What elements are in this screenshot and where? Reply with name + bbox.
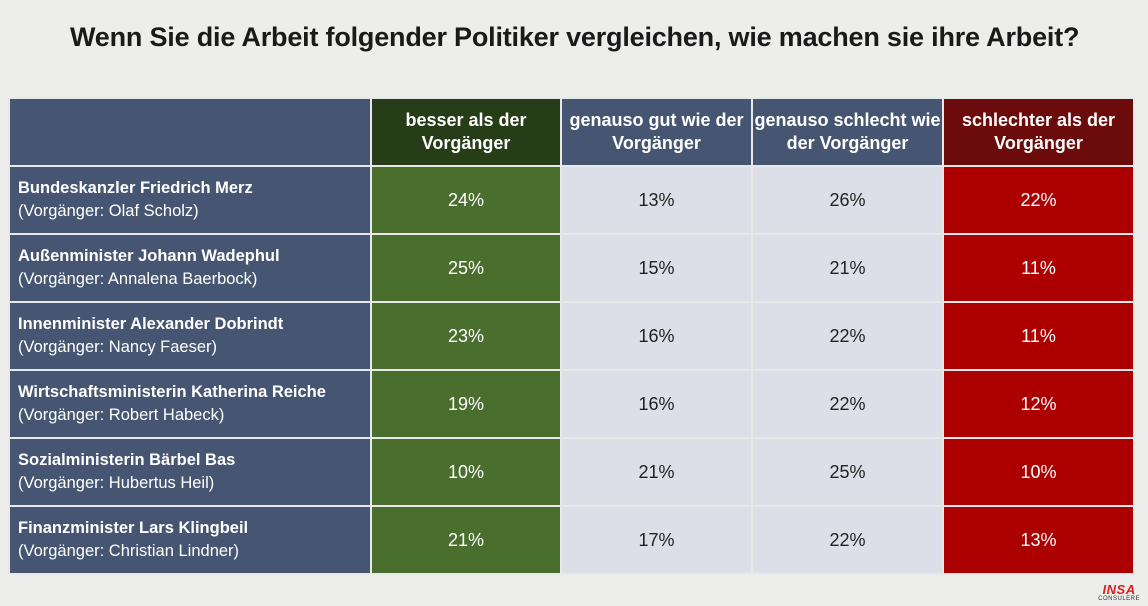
- header-corner: [8, 97, 372, 167]
- politician-name: Außenminister Johann Wadephul: [18, 247, 280, 265]
- politician-name: Sozialministerin Bärbel Bas: [18, 451, 236, 469]
- value-cell-same-good: 21%: [560, 437, 753, 507]
- value-cell-same-good: 13%: [560, 165, 753, 235]
- value-cell-worse: 10%: [942, 437, 1135, 507]
- politician-cell: Bundeskanzler Friedrich Merz (Vorgänger: …: [8, 165, 372, 235]
- value-cell-same-good: 15%: [560, 233, 753, 303]
- column-header-same-good: genauso gut wie der Vorgänger: [560, 97, 753, 167]
- value-cell-better: 24%: [370, 165, 562, 235]
- header-row: besser als der Vorgänger genauso gut wie…: [8, 97, 1135, 167]
- table-row: Finanzminister Lars Klingbeil (Vorgänger:…: [8, 505, 1135, 575]
- value-cell-better: 21%: [370, 505, 562, 575]
- politician-cell: Sozialministerin Bärbel Bas (Vorgänger: H…: [8, 437, 372, 507]
- politician-cell: Finanzminister Lars Klingbeil (Vorgänger:…: [8, 505, 372, 575]
- value-cell-same-good: 16%: [560, 369, 753, 439]
- table-row: Sozialministerin Bärbel Bas (Vorgänger: H…: [8, 437, 1135, 507]
- value-cell-better: 10%: [370, 437, 562, 507]
- chart-title: Wenn Sie die Arbeit folgender Politiker …: [70, 22, 1080, 52]
- politician-name: Bundeskanzler Friedrich Merz: [18, 179, 253, 197]
- politician-cell: Innenminister Alexander Dobrindt (Vorgäng…: [8, 301, 372, 371]
- value-cell-same-bad: 22%: [751, 301, 944, 371]
- column-header-worse: schlechter als der Vorgänger: [942, 97, 1135, 167]
- value-cell-worse: 22%: [942, 165, 1135, 235]
- politician-name: Wirtschaftsministerin Katherina Reiche: [18, 383, 326, 401]
- results-table: besser als der Vorgänger genauso gut wie…: [8, 97, 1135, 575]
- value-cell-worse: 11%: [942, 301, 1135, 371]
- logo-subtitle: CONSULERE: [1098, 596, 1140, 602]
- predecessor-name: (Vorgänger: Hubertus Heil): [18, 474, 215, 492]
- insa-logo: INSA CONSULERE: [1098, 583, 1140, 602]
- value-cell-worse: 11%: [942, 233, 1135, 303]
- logo-wordmark: INSA: [1102, 582, 1136, 597]
- predecessor-name: (Vorgänger: Olaf Scholz): [18, 202, 199, 220]
- predecessor-name: (Vorgänger: Annalena Baerbock): [18, 270, 258, 288]
- value-cell-same-good: 16%: [560, 301, 753, 371]
- value-cell-better: 23%: [370, 301, 562, 371]
- table-row: Außenminister Johann Wadephul (Vorgänger:…: [8, 233, 1135, 303]
- predecessor-name: (Vorgänger: Christian Lindner): [18, 542, 240, 560]
- value-cell-worse: 13%: [942, 505, 1135, 575]
- value-cell-worse: 12%: [942, 369, 1135, 439]
- table-row: Bundeskanzler Friedrich Merz (Vorgänger: …: [8, 165, 1135, 235]
- politician-name: Finanzminister Lars Klingbeil: [18, 519, 249, 537]
- table-row: Innenminister Alexander Dobrindt (Vorgäng…: [8, 301, 1135, 371]
- value-cell-same-bad: 22%: [751, 369, 944, 439]
- column-header-better: besser als der Vorgänger: [370, 97, 562, 167]
- politician-name: Innenminister Alexander Dobrindt: [18, 315, 284, 333]
- value-cell-better: 25%: [370, 233, 562, 303]
- predecessor-name: (Vorgänger: Nancy Faeser): [18, 338, 218, 356]
- value-cell-same-bad: 25%: [751, 437, 944, 507]
- value-cell-same-bad: 26%: [751, 165, 944, 235]
- politician-cell: Wirtschaftsministerin Katherina Reiche (V…: [8, 369, 372, 439]
- table-row: Wirtschaftsministerin Katherina Reiche (V…: [8, 369, 1135, 439]
- value-cell-better: 19%: [370, 369, 562, 439]
- value-cell-same-bad: 22%: [751, 505, 944, 575]
- value-cell-same-bad: 21%: [751, 233, 944, 303]
- value-cell-same-good: 17%: [560, 505, 753, 575]
- column-header-same-bad: genauso schlecht wie der Vorgänger: [751, 97, 944, 167]
- politician-cell: Außenminister Johann Wadephul (Vorgänger:…: [8, 233, 372, 303]
- predecessor-name: (Vorgänger: Robert Habeck): [18, 406, 225, 424]
